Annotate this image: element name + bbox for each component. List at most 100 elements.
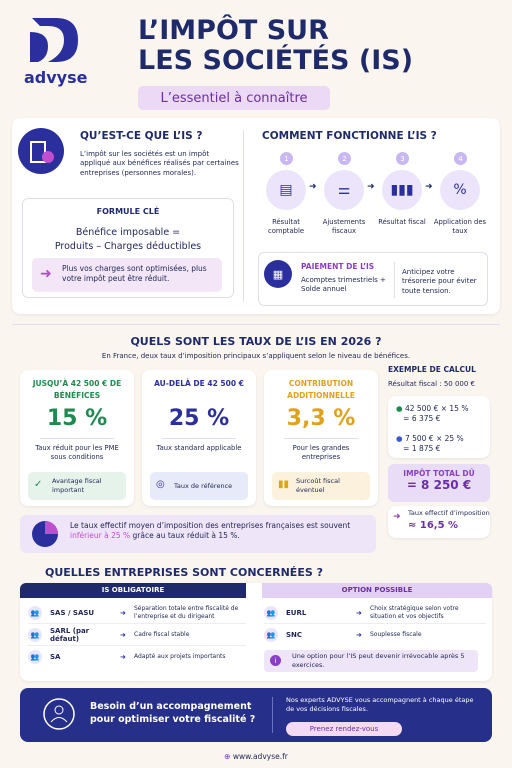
step-label: Application des taux <box>433 218 487 236</box>
step-label: Ajustements fiscaux <box>322 218 366 236</box>
decoration <box>54 705 64 715</box>
rate: 3,3 % <box>286 406 356 431</box>
arrow-icon: ➜ <box>367 182 375 192</box>
option-note-box <box>264 650 478 672</box>
company-row: 👥 SA ➜ Adapté aux projets importants <box>28 646 246 668</box>
heading: COMMENT FONCTIONNE L’IS ? <box>262 130 437 142</box>
option-note: Une option pour l’IS peut devenir irrévo… <box>292 652 465 669</box>
step-number: 3 <box>396 152 409 165</box>
building-icon <box>18 128 64 174</box>
pie-icon <box>32 521 58 547</box>
divider <box>272 697 273 733</box>
column-header: IS OBLIGATOIRE <box>20 583 246 598</box>
step-number: 2 <box>338 152 351 165</box>
website-text[interactable]: www.advyse.fr <box>232 752 288 761</box>
step-label: Résultat comptable <box>267 218 305 236</box>
calendar-icon: ▦ <box>264 260 292 288</box>
company-desc: Cadre fiscal stable <box>134 630 190 638</box>
arrow-icon: ➜ <box>425 182 433 192</box>
company-row: 👥 SARL (par défaut) ➜ Cadre fiscal stable <box>28 624 246 646</box>
effective: ≈ 16,5 % <box>408 520 459 531</box>
divider <box>12 324 500 325</box>
total-label: IMPÔT TOTAL DÛ <box>403 469 475 478</box>
arrow-icon: ➜ <box>356 631 362 639</box>
logo-mark <box>30 18 78 62</box>
rate: 15 % <box>46 406 108 431</box>
note-box <box>20 515 376 553</box>
card-text: Taux réduit pour les PME sous conditions <box>35 444 119 462</box>
decoration <box>43 698 75 730</box>
column-header: OPTION POSSIBLE <box>262 583 492 598</box>
calc-line: ● 42 500 € × 15 % = 6 375 € <box>396 404 468 424</box>
badge-icon: ✓ <box>34 479 43 490</box>
cta-question: Besoin d’un accompagnement pour optimise… <box>90 701 256 725</box>
payment-box <box>258 252 488 306</box>
arrow-icon: ➜ <box>120 653 126 661</box>
example-box <box>388 396 490 458</box>
logo-text: advyse <box>24 68 88 87</box>
card-text: Taux standard applicable <box>156 444 242 452</box>
company-form: EURL <box>286 608 307 617</box>
badge: Surcoût fiscal éventuel <box>296 477 340 494</box>
calc-line: ● 7 500 € × 25 % = 1 875 € <box>396 434 464 454</box>
heading: QUELS SONT LES TAUX DE L’IS EN 2026 ? <box>130 335 382 348</box>
optional-list: 👥 EURL ➜ Choix stratégique selon votre situ… <box>264 602 486 646</box>
website[interactable]: ⊕ www.advyse.fr <box>0 752 512 761</box>
company-icon: 👥 <box>28 627 42 642</box>
rule <box>162 438 236 439</box>
company-form: SNC <box>286 631 303 639</box>
effective-box <box>388 506 490 538</box>
step-label: Résultat fiscal <box>378 218 426 226</box>
cta-button[interactable]: Prenez rendez-vous <box>286 722 402 736</box>
decoration <box>30 141 54 163</box>
decoration: ⊕ <box>224 752 231 761</box>
intro: En France, deux taux d’imposition princi… <box>101 352 411 360</box>
total-box: IMPÔT TOTAL DÛ = 8 250 € <box>388 464 490 502</box>
company-form: SARL (par défaut) <box>50 626 90 643</box>
note-highlight: inférieur à 25 % <box>70 531 131 541</box>
badge-box <box>28 472 126 500</box>
arrow-icon: ➜ <box>309 182 317 192</box>
badge-icon: ▮▮ <box>278 479 290 490</box>
step-number: 1 <box>280 152 293 165</box>
arrow-icon: ➜ <box>120 608 126 617</box>
rule <box>284 438 358 439</box>
divider <box>243 130 244 302</box>
paragraph: L’impôt sur les sociétés est un impôt ap… <box>80 150 239 177</box>
badge: Taux de référence <box>174 481 233 490</box>
company-row: 👥 SAS / SASU ➜ Séparation totale entre fisc… <box>28 602 246 624</box>
arrow-icon: ➜ <box>40 266 52 282</box>
subtitle: L’essentiel à connaître <box>138 86 330 110</box>
cta-text: Nos experts ADVYSE vous accompagnent à c… <box>286 696 474 713</box>
card-title: AU-DELÀ DE 42 500 € <box>154 379 244 388</box>
company-icon: 👥 <box>264 605 278 620</box>
note: Le taux effectif moyen d’imposition des … <box>70 521 360 541</box>
decoration <box>50 717 68 723</box>
title: L’IMPÔT SUR LES SOCIÉTÉS (IS) <box>138 16 413 76</box>
rule <box>40 438 114 439</box>
company-icon: 👥 <box>264 628 278 642</box>
title-line: LES SOCIÉTÉS (IS) <box>138 45 414 76</box>
note-text: grâce au taux réduit à 15 %. <box>132 531 240 541</box>
total: = 8 250 € <box>406 478 472 492</box>
heading: QU’EST-CE QUE L’IS ? <box>80 130 203 142</box>
company-form: SA <box>50 653 61 661</box>
formula-line: Produits – Charges déductibles <box>54 241 202 252</box>
info-icon: i <box>270 655 281 666</box>
card-title: CONTRIBUTION ADDITIONNELLE <box>287 379 355 400</box>
company-row: 👥 EURL ➜ Choix stratégique selon votre situ… <box>264 602 486 624</box>
company-desc: Adapté aux projets importants <box>134 653 226 661</box>
tip-box <box>32 258 222 292</box>
card-text: Pour les grandes entreprises <box>292 444 350 462</box>
calc-result: = 1 875 € <box>403 444 441 454</box>
company-desc: Séparation totale entre fiscalité de l’e… <box>134 604 239 620</box>
payment-title: PAIEMENT DE L’IS <box>301 262 375 271</box>
company-form: SAS / SASU <box>50 608 95 617</box>
company-icon: 👥 <box>28 650 42 664</box>
payment-text: Acomptes trimestriels + Solde annuel <box>301 276 386 294</box>
divider <box>394 262 395 298</box>
rate: 25 % <box>168 406 230 431</box>
step-icon: ⚌ <box>324 170 364 210</box>
arrow-icon: ➜ <box>356 608 362 617</box>
